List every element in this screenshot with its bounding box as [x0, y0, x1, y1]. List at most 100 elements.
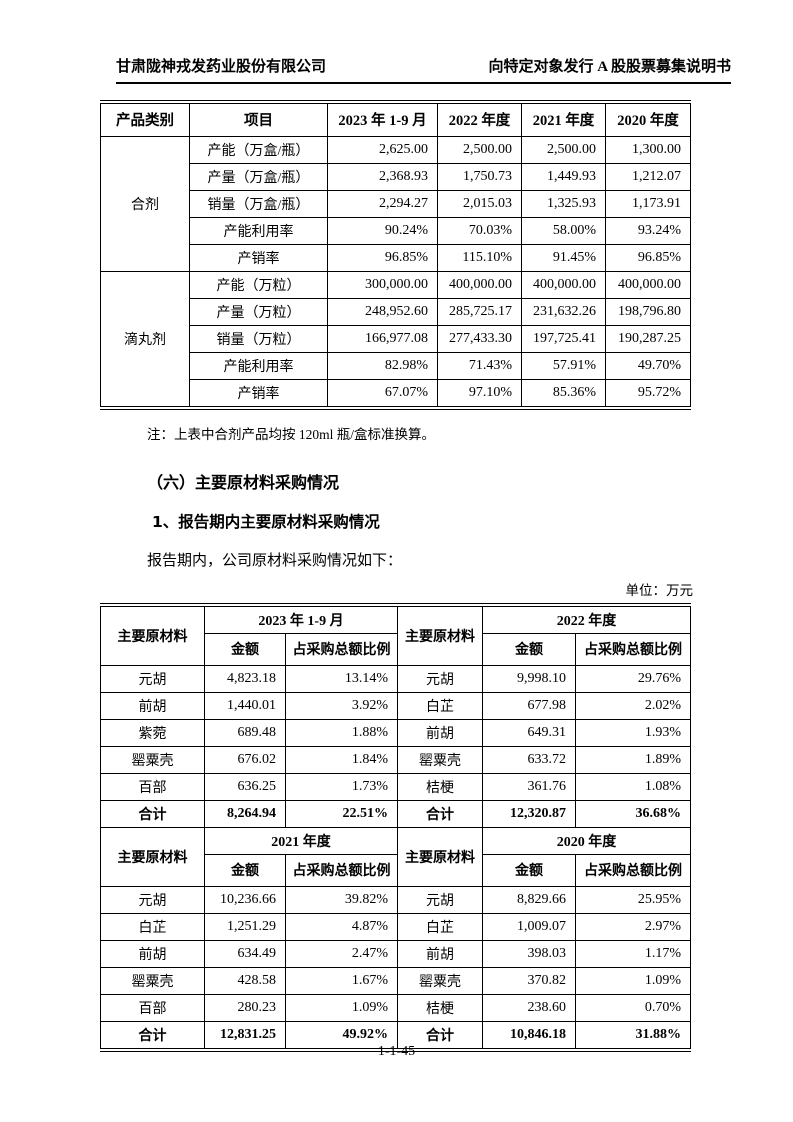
- capacity-table-row: 产销率 67.07% 97.10% 85.36% 95.72%: [101, 378, 691, 408]
- ratio-cell: 2.47%: [284, 939, 399, 968]
- product-category-cell: 滴丸剂: [100, 270, 190, 408]
- material-name-cell: 元胡: [100, 664, 205, 693]
- material-column-header: 主要原材料: [100, 604, 205, 666]
- ratio-cell: 2.97%: [575, 912, 692, 941]
- amount-cell: 370.82: [482, 966, 577, 995]
- capacity-table-row: 销量（万粒） 166,977.08 277,433.30 197,725.41 190,…: [101, 324, 691, 353]
- capacity-table-row: 合剂 产能（万盒/瓶） 2,625.00 2,500.00 2,500.00 1,300.…: [100, 135, 691, 272]
- page-number: 1-1-45: [377, 1044, 416, 1059]
- value-cell: 82.98%: [327, 351, 438, 380]
- value-cell: 190,287.25: [605, 324, 691, 353]
- materials-header-row-periods: 主要原材料 2023 年 1-9 月主要原材料 2022 年度: [100, 604, 692, 666]
- ratio-cell: 3.92%: [284, 691, 399, 720]
- amount-cell: 1,251.29: [204, 912, 286, 941]
- amount-column-header: 金额: [204, 853, 286, 887]
- period-header: 2022 年度: [482, 604, 692, 634]
- capacity-table-row: 产量（万盒/瓶） 2,368.93 1,750.73 1,449.93 1,212.07: [101, 162, 691, 191]
- materials-table-row: 百部 280.23 1.09% 桔梗 238.60 0.70%: [100, 993, 692, 1022]
- value-cell: 2,500.00: [437, 135, 522, 164]
- value-cell: 1,449.93: [521, 162, 606, 191]
- item-label-cell: 产销率: [189, 243, 328, 272]
- materials-header-row-periods: 主要原材料 2021 年度 主要原材料 2020 年度: [100, 826, 692, 887]
- capacity-table-row: 产销率 96.85% 115.10% 91.45% 96.85%: [101, 243, 691, 272]
- page-header: 甘肃陇神戎发药业股份有限公司 向特定对象发行 A 股股票募集说明书: [116, 55, 731, 84]
- amount-cell: 636.25: [204, 772, 286, 801]
- material-name-cell: 前胡: [397, 939, 484, 968]
- value-cell: 1,300.00: [605, 135, 691, 164]
- period-header: 2020 年度: [482, 826, 692, 855]
- material-name-cell: 白芷: [100, 912, 205, 941]
- material-name-cell: 元胡: [397, 664, 484, 693]
- value-cell: 400,000.00: [521, 270, 606, 299]
- ratio-cell: 13.14%: [284, 664, 399, 693]
- value-cell: 71.43%: [437, 351, 522, 380]
- ratio-cell: 29.76%: [575, 664, 692, 693]
- amount-cell: 1,009.07: [482, 912, 577, 941]
- amount-cell: 4,823.18: [204, 664, 286, 693]
- ratio-cell: 1.09%: [575, 966, 692, 995]
- amount-cell: 10,846.18: [482, 1020, 577, 1050]
- value-cell: 2,015.03: [437, 189, 522, 218]
- item-label-cell: 产能利用率: [189, 351, 328, 380]
- ratio-cell: 22.51%: [284, 799, 399, 828]
- capacity-header-category: 产品类别: [100, 101, 190, 137]
- ratio-cell: 39.82%: [284, 885, 399, 914]
- value-cell: 97.10%: [437, 378, 522, 408]
- amount-cell: 12,831.25: [204, 1020, 286, 1050]
- material-name-cell: 元胡: [100, 885, 205, 914]
- amount-cell: 8,829.66: [482, 885, 577, 914]
- materials-table-row: 紫菀 689.48 1.88% 前胡 649.31 1.93%: [100, 718, 692, 747]
- value-cell: 67.07%: [327, 378, 438, 408]
- intro-paragraph: 报告期内，公司原材料采购情况如下：: [147, 552, 403, 569]
- value-cell: 400,000.00: [437, 270, 522, 299]
- capacity-table-row: 销量（万盒/瓶） 2,294.27 2,015.03 1,325.93 1,173.91: [101, 189, 691, 218]
- material-column-header: 主要原材料: [397, 826, 484, 887]
- ratio-cell: 1.17%: [575, 939, 692, 968]
- value-cell: 2,294.27: [327, 189, 438, 218]
- materials-table-row: 前胡 1,440.01 3.92% 白芷 677.98 2.02%: [100, 691, 692, 720]
- capacity-table-row: 产能利用率 90.24% 70.03% 58.00% 93.24%: [101, 216, 691, 245]
- amount-cell: 361.76: [482, 772, 577, 801]
- ratio-column-header: 占采购总额比例: [575, 853, 692, 887]
- unit-label: 单位：万元: [625, 582, 694, 598]
- amount-column-header: 金额: [204, 632, 286, 666]
- amount-column-header: 金额: [482, 632, 577, 666]
- material-name-cell: 前胡: [100, 691, 205, 720]
- value-cell: 198,796.80: [605, 297, 691, 326]
- materials-table-row: 罂粟壳 676.02 1.84% 罂粟壳 633.72 1.89%: [100, 745, 692, 774]
- value-cell: 1,750.73: [437, 162, 522, 191]
- value-cell: 248,952.60: [327, 297, 438, 326]
- value-cell: 285,725.17: [437, 297, 522, 326]
- amount-cell: 689.48: [204, 718, 286, 747]
- material-name-cell: 合计: [100, 1020, 205, 1050]
- period-header: 2023 年 1-9 月: [203, 604, 399, 634]
- value-cell: 57.91%: [521, 351, 606, 380]
- amount-cell: 676.02: [204, 745, 286, 774]
- capacity-header-2021: 2021 年度: [521, 101, 606, 137]
- ratio-cell: 1.88%: [284, 718, 399, 747]
- ratio-cell: 25.95%: [575, 885, 692, 914]
- section-heading: （六）主要原材料采购情况: [147, 472, 340, 492]
- ratio-cell: 49.92%: [284, 1020, 399, 1050]
- value-cell: 300,000.00: [327, 270, 438, 299]
- material-name-cell: 合计: [397, 799, 484, 828]
- capacity-table: 产品类别 项目 2023 年 1-9 月 2022 年度 2021 年度 202…: [100, 100, 691, 410]
- amount-cell: 8,264.94: [204, 799, 286, 828]
- value-cell: 231,632.26: [521, 297, 606, 326]
- material-name-cell: 合计: [397, 1020, 484, 1050]
- materials-table-row: 合计 8,264.94 22.51% 合计 12,320.87 36.68%: [100, 799, 692, 828]
- amount-cell: 634.49: [204, 939, 286, 968]
- material-name-cell: 紫菀: [100, 718, 205, 747]
- amount-cell: 1,440.01: [204, 691, 286, 720]
- ratio-cell: 1.93%: [575, 718, 692, 747]
- amount-cell: 9,998.10: [482, 664, 577, 693]
- ratio-cell: 36.68%: [575, 799, 692, 828]
- value-cell: 166,977.08: [327, 324, 438, 353]
- capacity-header-2023: 2023 年 1-9 月: [327, 101, 438, 137]
- item-label-cell: 销量（万盒/瓶）: [189, 189, 328, 218]
- materials-table-row: 合计 12,831.25 49.92% 合计 10,846.18 31.88%: [100, 1020, 692, 1050]
- ratio-cell: 1.09%: [284, 993, 399, 1022]
- ratio-column-header: 占采购总额比例: [284, 853, 399, 887]
- material-name-cell: 罂粟壳: [100, 745, 205, 774]
